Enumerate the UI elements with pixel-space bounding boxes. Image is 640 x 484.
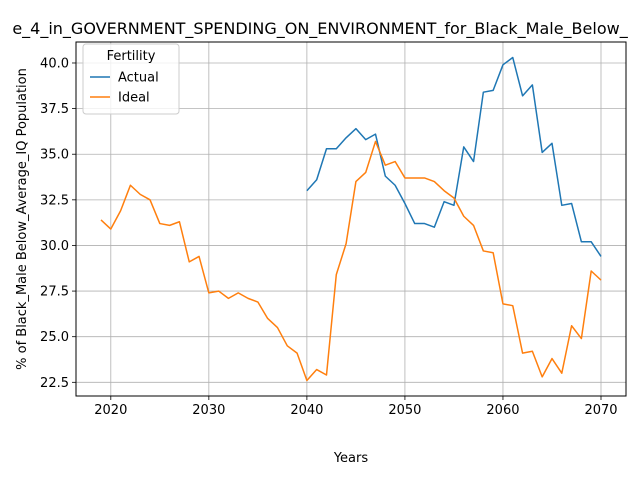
- x-tick-label: 2030: [192, 403, 225, 418]
- y-tick-label: 32.5: [40, 193, 69, 208]
- legend-entries: Actual Ideal: [90, 71, 159, 106]
- y-tick-label: 27.5: [40, 285, 69, 300]
- chart-title: e_4_in_GOVERNMENT_SPENDING_ON_ENVIRONMEN…: [12, 19, 628, 39]
- x-tick-label: 2040: [290, 403, 323, 418]
- legend: Fertility Actual Ideal: [82, 43, 180, 115]
- x-tick-label: 2050: [388, 403, 421, 418]
- legend-label-ideal: Ideal: [118, 91, 150, 106]
- legend-title: Fertility: [107, 49, 156, 64]
- x-tick-label: 2060: [486, 403, 519, 418]
- series-lines: [100, 56, 602, 382]
- plot-frame: [75, 41, 627, 397]
- x-tick-label: 2020: [94, 403, 127, 418]
- y-tick-label: 35.0: [40, 148, 69, 163]
- y-tick-label: 40.0: [40, 56, 69, 71]
- y-tick-label: 30.0: [40, 239, 69, 254]
- legend-label-actual: Actual: [118, 71, 159, 86]
- x-tick-label: 2070: [584, 403, 617, 418]
- y-tick-label: 25.0: [40, 330, 69, 345]
- y-axis-label: % of Black_Male Below_Average_IQ Populat…: [15, 68, 30, 370]
- series-line-actual: [306, 56, 602, 257]
- grid: [76, 42, 626, 396]
- x-axis-label: Years: [333, 451, 369, 466]
- y-tick-label: 37.5: [40, 102, 69, 117]
- y-tick-label: 22.5: [40, 376, 69, 391]
- series-line-ideal: [100, 140, 602, 382]
- axis-ticks: 2020 2030 2040 2050 2060 2070 22.5 25.0 27.5 30.0…: [40, 56, 618, 418]
